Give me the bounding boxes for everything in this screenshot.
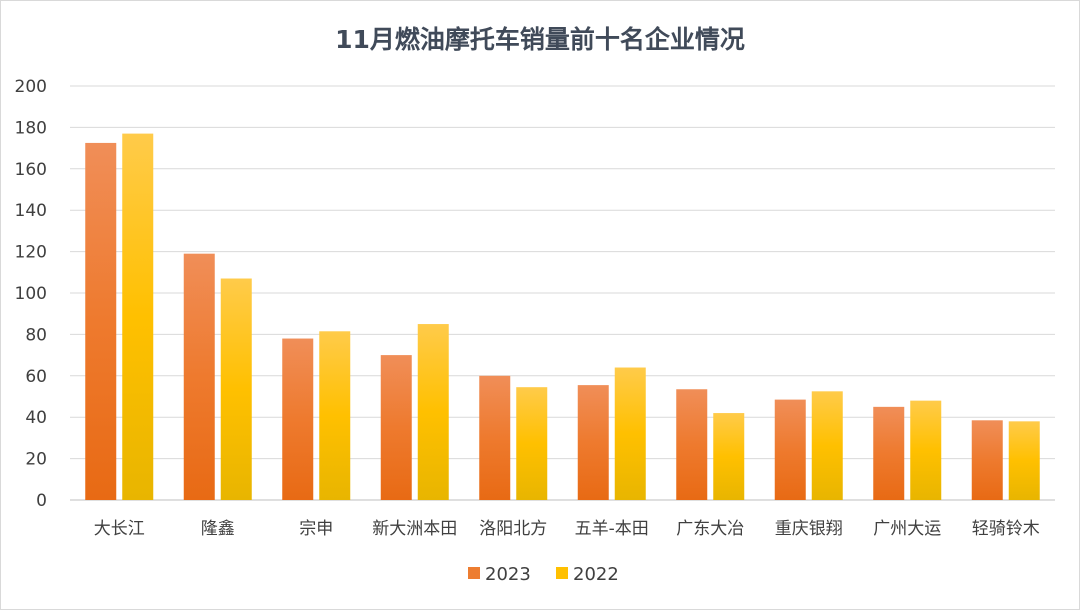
- legend-swatch-2023: [468, 567, 480, 579]
- legend-label: 2022: [573, 564, 619, 585]
- x-category-label: 轻骑铃木: [972, 519, 1040, 539]
- x-category-label: 新大洲本田: [372, 519, 457, 539]
- bar-2022-轻骑铃木: [1008, 421, 1040, 500]
- y-axis-ticks: 0 20 40 60 80 100 120 140 160 180 200: [15, 77, 47, 511]
- y-tick-label: 40: [25, 408, 47, 428]
- bar-2023-广州大运: [873, 406, 905, 500]
- y-tick-label: 140: [15, 201, 47, 221]
- bar-2022-大长江: [122, 133, 154, 501]
- bar-2023-五羊-本田: [577, 385, 609, 500]
- bar-2022-五羊-本田: [614, 367, 646, 500]
- bar-2023-广东大冶: [676, 389, 708, 500]
- x-category-label: 重庆银翔: [775, 519, 843, 539]
- x-category-label: 洛阳北方: [479, 519, 547, 539]
- bar-2023-新大洲本田: [380, 355, 412, 500]
- y-tick-label: 0: [36, 491, 47, 511]
- legend-swatch-2022: [556, 567, 568, 579]
- bar-2022-宗申: [319, 331, 351, 500]
- x-category-label: 隆鑫: [201, 519, 235, 539]
- chart-title: 11月燃油摩托车销量前十名企业情况: [335, 25, 745, 54]
- bar-2023-宗申: [282, 338, 314, 500]
- x-category-label: 宗申: [299, 519, 333, 539]
- legend-label: 2023: [485, 564, 531, 585]
- bars: [85, 133, 1040, 501]
- bar-2023-隆鑫: [183, 253, 215, 500]
- y-tick-label: 160: [15, 160, 47, 180]
- y-tick-label: 60: [25, 367, 47, 387]
- bar-2022-洛阳北方: [516, 387, 548, 500]
- y-tick-label: 100: [15, 284, 47, 304]
- y-tick-label: 200: [15, 77, 47, 97]
- bar-2023-洛阳北方: [479, 375, 511, 500]
- bar-2022-隆鑫: [220, 278, 252, 500]
- gridlines: [70, 85, 1055, 501]
- y-tick-label: 20: [25, 450, 47, 470]
- bar-2022-广州大运: [910, 400, 942, 500]
- x-category-label: 广州大运: [873, 519, 941, 539]
- y-tick-label: 80: [25, 325, 47, 345]
- y-tick-label: 180: [15, 118, 47, 138]
- x-category-label: 广东大冶: [676, 519, 744, 539]
- bar-2022-重庆银翔: [811, 391, 843, 500]
- bar-2022-新大洲本田: [417, 324, 449, 500]
- x-category-label: 五羊-本田: [575, 519, 649, 539]
- y-tick-label: 120: [15, 243, 47, 263]
- bar-2022-广东大冶: [713, 413, 745, 500]
- bar-2023-轻骑铃木: [971, 420, 1003, 500]
- legend: 2023 2022: [468, 564, 619, 585]
- bar-2023-大长江: [85, 142, 117, 501]
- bar-2023-重庆银翔: [774, 399, 806, 500]
- x-category-label: 大长江: [94, 519, 145, 539]
- x-axis-categories: 大长江 隆鑫 宗申 新大洲本田 洛阳北方 五羊-本田 广东大冶 重庆银翔 广州大运 轻骑铃木: [94, 519, 1040, 539]
